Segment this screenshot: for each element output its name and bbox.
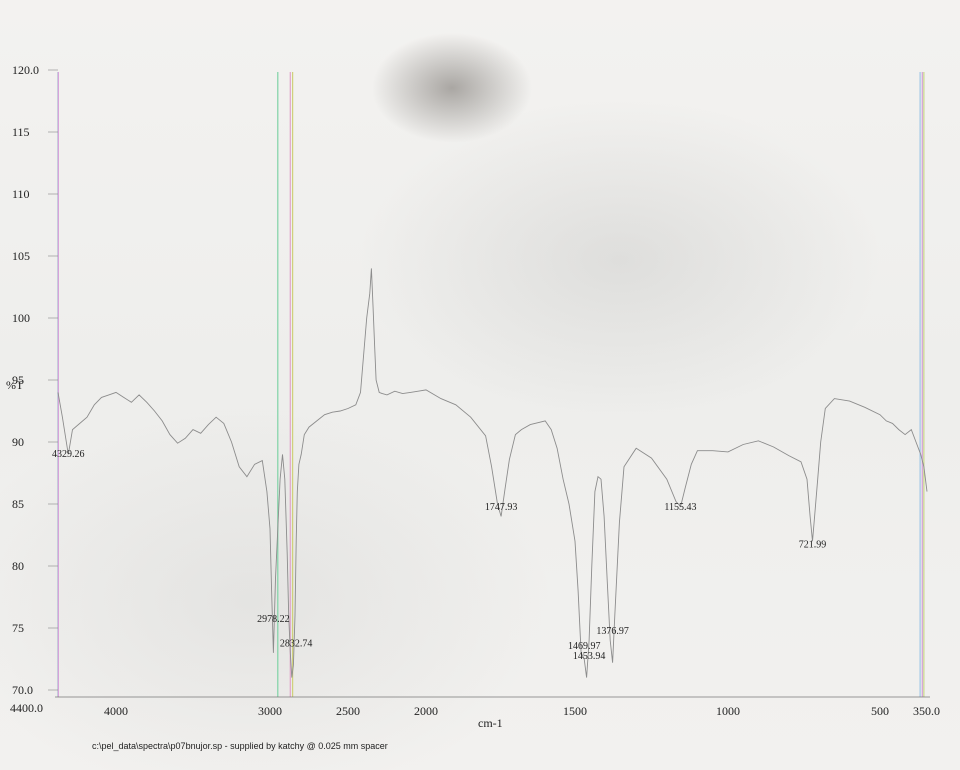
peak-label: 2832.74 <box>280 639 313 650</box>
vertical-artifact-lines <box>57 72 925 697</box>
y-tick-label: 90 <box>12 435 24 449</box>
x-tick-label: 1000 <box>716 704 740 718</box>
y-tick-label: 70.0 <box>12 683 33 697</box>
x-tick-label: 3000 <box>258 704 282 718</box>
y-tick-label: 105 <box>12 249 30 263</box>
x-tick-label: 2000 <box>414 704 438 718</box>
y-tick-label: 80 <box>12 559 24 573</box>
x-tick-label: 4000 <box>104 704 128 718</box>
peak-label: 1747.93 <box>485 502 518 513</box>
peak-label: 1155.43 <box>664 502 696 513</box>
footer-file-path: c:\pel_data\spectra\p07bnujor.sp - suppl… <box>92 741 388 751</box>
y-axis-tick-labels: 120.0 115 110 105 100 95 90 85 80 75 70.0 <box>12 63 58 697</box>
y-tick-label: 115 <box>12 125 30 139</box>
y-tick-label: 120.0 <box>12 63 39 77</box>
peak-label: 1453.94 <box>573 651 606 662</box>
y-tick-label: 95 <box>12 373 24 387</box>
peak-label: 4329.26 <box>52 449 85 460</box>
peak-labels: 4329.26 2978.22 2832.74 1747.93 1469.971453.… <box>52 449 826 662</box>
x-tick-label: 4400.0 <box>10 701 43 715</box>
peak-label: 721.99 <box>799 539 827 550</box>
y-tick-label: 75 <box>12 621 24 635</box>
y-tick-label: 100 <box>12 311 30 325</box>
peak-label: 1376.97 <box>596 626 629 637</box>
y-axis-label: %T <box>6 378 24 392</box>
peak-label: 2978.22 <box>257 614 290 625</box>
spectrum-trace <box>57 268 928 678</box>
x-tick-label: 350.0 <box>913 704 940 718</box>
x-axis-tick-labels: 4400.0 4000 3000 2500 2000 1500 1000 500 350.0 <box>10 701 940 718</box>
y-tick-label: 110 <box>12 187 30 201</box>
peak-label: 1469.97 <box>568 641 601 652</box>
x-tick-label: 2500 <box>336 704 360 718</box>
y-tick-label: 85 <box>12 497 24 511</box>
x-tick-label: 1500 <box>563 704 587 718</box>
x-tick-label: 500 <box>871 704 889 718</box>
x-axis-label: cm-1 <box>478 716 503 730</box>
